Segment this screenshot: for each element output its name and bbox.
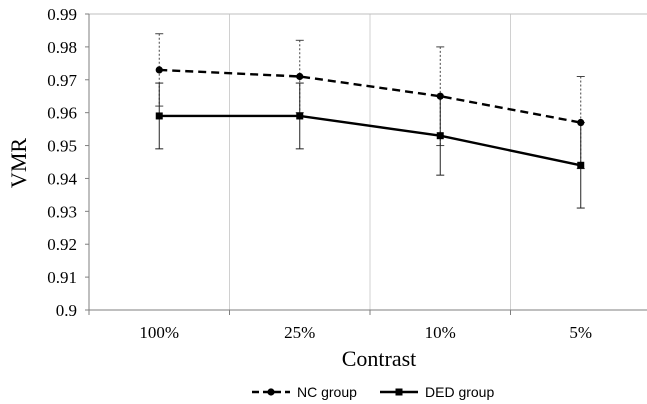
nc-group-point (296, 72, 304, 81)
y-tick-label: 0.93 (47, 202, 77, 221)
grid-layer (229, 14, 511, 310)
legend: NC group DED group (252, 384, 494, 400)
legend-ded-marker (395, 388, 403, 396)
y-tick-label: 0.98 (47, 38, 77, 57)
ded-group-point (296, 112, 304, 120)
y-tick-label: 0.99 (47, 5, 77, 24)
x-tick-label: 10% (425, 323, 456, 342)
ded-group-point (577, 161, 585, 169)
axes-layer (85, 13, 647, 315)
legend-item-nc: NC group (252, 384, 357, 400)
x-axis-title: Contrast (342, 346, 417, 371)
ded-group-point (436, 132, 444, 140)
nc-group-point (577, 118, 585, 127)
ded-group-point (155, 112, 163, 120)
x-tick-label: 25% (284, 323, 315, 342)
legend-ded-label: DED group (425, 384, 494, 400)
legend-item-ded: DED group (380, 384, 494, 400)
y-tick-label: 0.9 (56, 301, 77, 320)
y-axis-title: VMR (6, 138, 31, 188)
y-tick-label: 0.91 (47, 268, 77, 287)
y-tick-label: 0.94 (47, 169, 77, 188)
x-tick-label: 100% (139, 323, 179, 342)
y-tick-label: 0.97 (47, 71, 77, 90)
series-lines (159, 68, 581, 167)
ded-group-line (159, 114, 581, 167)
y-tick-label: 0.95 (47, 137, 77, 156)
legend-nc-marker (267, 388, 275, 396)
series-markers (155, 66, 585, 169)
nc-group-point (436, 92, 444, 100)
x-tick-label: 5% (569, 323, 592, 342)
legend-nc-label: NC group (297, 384, 357, 400)
y-tick-label: 0.96 (47, 104, 77, 123)
y-tick-labels: 0.9 0.91 0.92 0.93 0.94 0.95 0.96 0.97 0.98 0.99 (47, 5, 77, 320)
nc-group-line (159, 68, 581, 124)
y-tick-label: 0.92 (47, 235, 77, 254)
x-tick-labels: 100% 25% 10% 5% (139, 323, 592, 342)
nc-group-point (155, 66, 163, 74)
